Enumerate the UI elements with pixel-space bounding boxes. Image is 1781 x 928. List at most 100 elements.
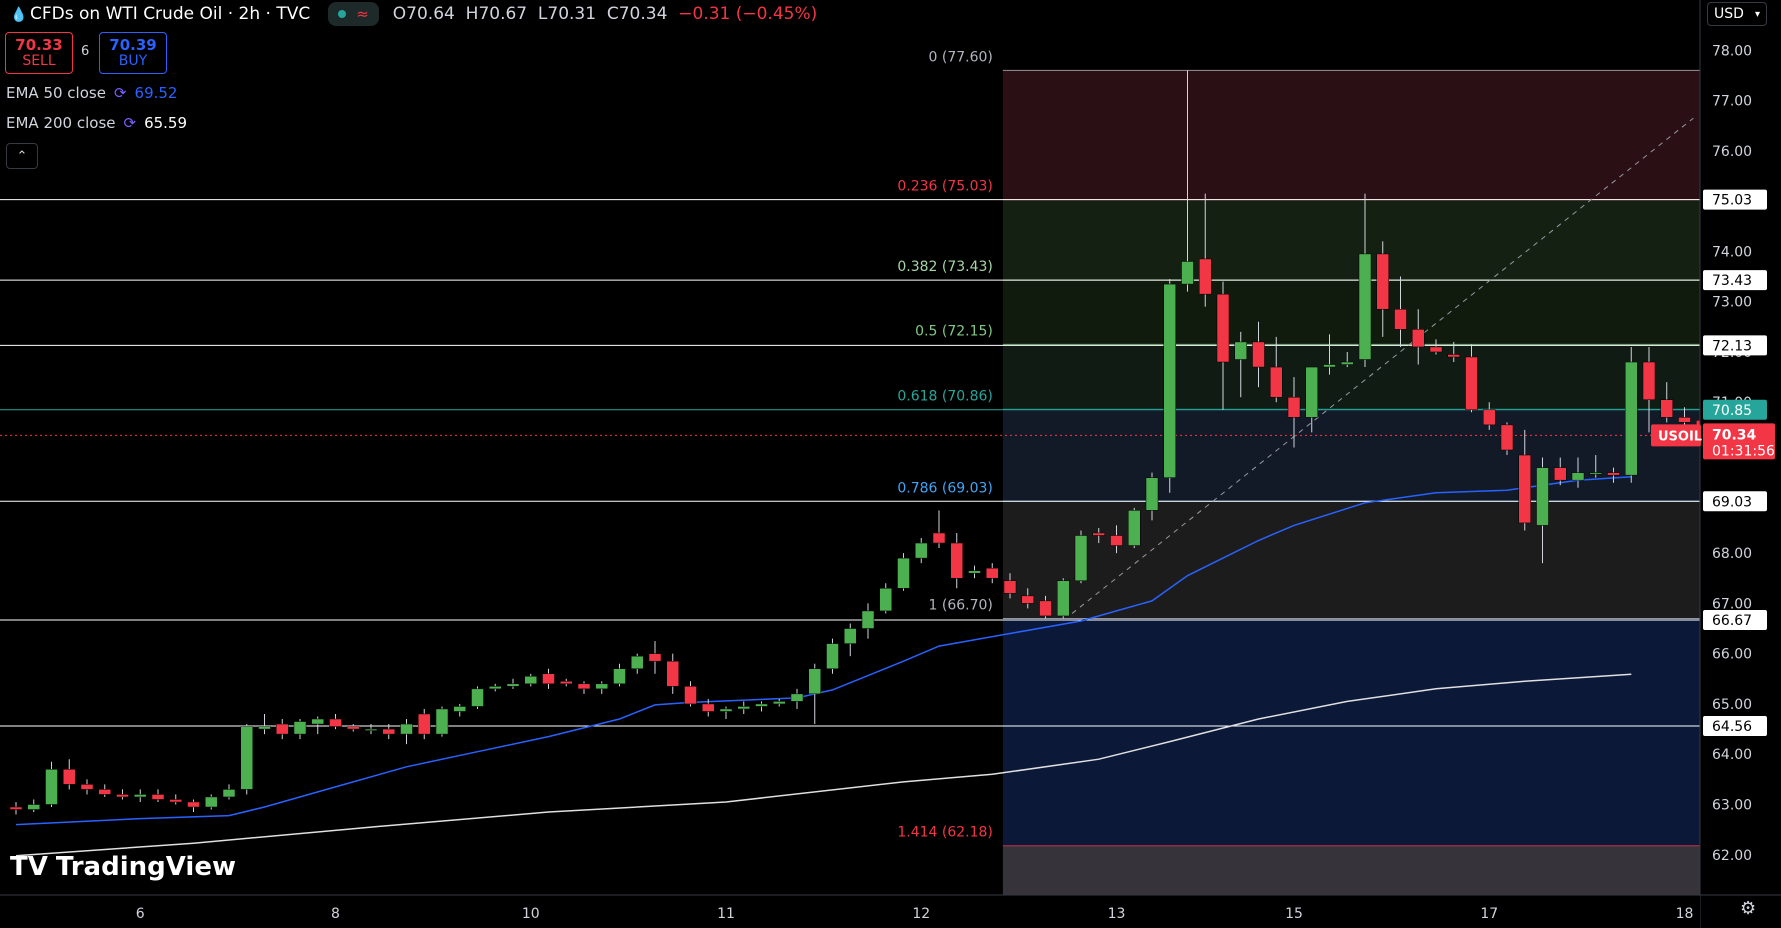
candle: [932, 510, 946, 549]
price-tag: 66.67: [1712, 613, 1752, 629]
candle-body: [790, 693, 804, 702]
candle: [63, 759, 76, 790]
candle-body: [169, 799, 182, 803]
sell-label: SELL: [22, 53, 56, 69]
candle: [1678, 407, 1691, 428]
candle-body: [1270, 366, 1283, 398]
candle-body: [258, 726, 271, 730]
y-tick-label: 67.00: [1712, 596, 1752, 612]
currency-selector[interactable]: USD ▾: [1707, 2, 1767, 26]
candle: [1500, 422, 1514, 456]
y-tick-label: 78.00: [1712, 43, 1752, 59]
fib-level-label: 0 (77.60): [929, 49, 993, 65]
candle-body: [737, 706, 750, 710]
candle: [986, 563, 999, 584]
candle: [311, 716, 324, 735]
candle-body: [1216, 293, 1230, 363]
y-tick-label: 68.00: [1712, 546, 1752, 562]
candle-body: [1518, 454, 1531, 524]
candle-body: [471, 688, 484, 707]
x-tick-label: 17: [1480, 906, 1498, 922]
candle-body: [755, 703, 768, 707]
candle-body: [1234, 341, 1247, 360]
candle-body: [205, 796, 218, 808]
candle-body: [1625, 361, 1638, 476]
candle: [1589, 455, 1602, 478]
candle-body: [1003, 580, 1017, 594]
candle-body: [950, 542, 963, 579]
candle: [1216, 281, 1230, 410]
sync-icon: ⟳: [123, 114, 137, 132]
market-open-dot-icon: [338, 10, 347, 18]
spread-value: 6: [81, 44, 90, 59]
candle: [1074, 530, 1088, 584]
indicator-ema200[interactable]: EMA 200 close ⟳ 65.59: [6, 114, 187, 132]
buy-button[interactable]: 70.39 BUY: [99, 32, 167, 74]
candle-body: [27, 804, 40, 810]
candle-body: [1571, 472, 1585, 481]
candle-body: [45, 769, 58, 805]
candle-body: [151, 794, 165, 800]
candle: [1039, 595, 1052, 619]
candle-body: [648, 653, 662, 662]
fib-level-label: 0.5 (72.15): [915, 323, 993, 339]
candle: [382, 724, 395, 740]
candle-body: [187, 801, 200, 808]
change-value: −0.31 (−0.45%): [678, 4, 818, 24]
candle: [1287, 377, 1301, 448]
candle: [808, 663, 821, 725]
y-tick-label: 65.00: [1712, 697, 1752, 713]
candle: [1145, 472, 1159, 521]
candle: [27, 799, 40, 813]
candle-body: [1305, 366, 1318, 418]
candle-body: [222, 789, 236, 798]
price-tag-green: 70.85: [1712, 403, 1752, 419]
price-tag-bg: [1703, 270, 1767, 291]
symbol-tag: USOIL: [1658, 429, 1702, 444]
candle-body: [1074, 535, 1088, 581]
sell-button[interactable]: 70.33 SELL: [5, 32, 73, 74]
candle: [80, 779, 94, 795]
price-tag-bg: [1703, 716, 1767, 737]
candle: [1358, 193, 1372, 368]
fib-zone: [1002, 199, 1700, 281]
candle: [1252, 321, 1265, 388]
candle-body: [844, 628, 857, 644]
candle-body: [1607, 472, 1620, 476]
price-tag: 75.03: [1712, 193, 1752, 209]
candle: [506, 678, 520, 689]
price-tag-bg: [1703, 189, 1767, 210]
candle-body: [826, 643, 839, 669]
candle-body: [1483, 409, 1496, 426]
buy-label: BUY: [118, 53, 148, 69]
indicator-ema50[interactable]: EMA 50 close ⟳ 69.52: [6, 84, 177, 102]
candle: [1003, 573, 1017, 599]
collapse-legend-button[interactable]: ⌃: [6, 143, 38, 169]
candle-body: [1252, 341, 1265, 368]
tradingview-mark-icon: TV: [10, 852, 48, 882]
last-price-tag-bg: [1703, 423, 1775, 460]
fib-zone: [1002, 280, 1700, 345]
fib-level-label: 1 (66.70): [929, 597, 993, 613]
symbol-title[interactable]: CFDs on WTI Crude Oil · 2h · TVC: [30, 4, 311, 24]
candle: [648, 641, 662, 674]
candle-body: [1447, 354, 1460, 358]
candle: [45, 761, 58, 808]
candle-body: [968, 570, 981, 574]
sell-price: 70.33: [15, 36, 63, 54]
gear-icon[interactable]: ⚙: [1740, 898, 1757, 919]
price-tag: 64.56: [1712, 719, 1752, 735]
candle: [773, 698, 786, 707]
candle: [329, 713, 342, 730]
candle-body: [1341, 361, 1354, 365]
x-tick-label: 13: [1108, 906, 1126, 922]
market-status-pill[interactable]: ≈: [328, 2, 379, 26]
candle: [1181, 70, 1194, 292]
candle-body: [702, 703, 715, 712]
candle: [1412, 309, 1425, 365]
candle-body: [240, 726, 253, 790]
candle-body: [364, 728, 378, 731]
price-tag-bg: [1703, 491, 1767, 512]
candle-body: [382, 728, 395, 735]
